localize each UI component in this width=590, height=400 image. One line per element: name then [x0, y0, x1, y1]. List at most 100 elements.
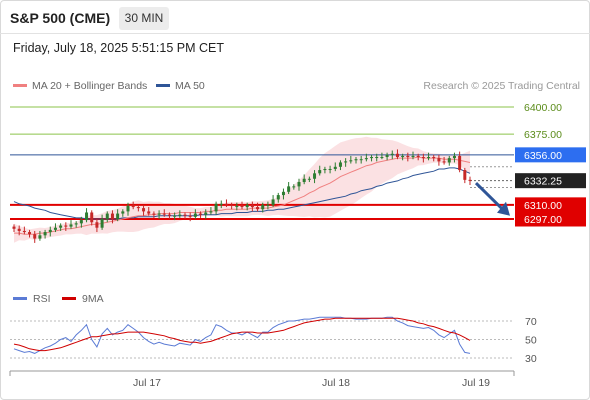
candle [328, 165, 332, 174]
candle-body [74, 223, 78, 225]
candle [463, 167, 467, 184]
candle-body [33, 234, 37, 239]
candle [235, 202, 239, 211]
ma50-swatch [156, 83, 170, 87]
timeframe-button[interactable]: 30 MIN [119, 7, 169, 30]
candle-body [463, 170, 467, 180]
candle [131, 201, 135, 210]
candle [188, 212, 192, 222]
candle-body [173, 215, 177, 217]
candle [173, 212, 177, 221]
candle-body [416, 155, 420, 158]
candle-body [131, 205, 135, 208]
candle [12, 224, 16, 233]
candle-body [85, 212, 89, 221]
candle [178, 210, 182, 218]
candle-body [162, 213, 166, 215]
candle [17, 225, 21, 236]
candle [199, 211, 203, 218]
last-label-bg [515, 173, 586, 189]
candle [395, 149, 399, 160]
candle [416, 153, 420, 161]
candle-body [79, 220, 83, 224]
candle-body [437, 158, 441, 162]
candle-body [17, 228, 21, 231]
candle-body [354, 159, 358, 161]
candle-body [69, 224, 73, 227]
legend-ma20: MA 20 + Bollinger Bands [13, 80, 147, 92]
candle [250, 201, 254, 212]
candle [338, 160, 342, 171]
candle-body [344, 161, 348, 163]
candle-body [240, 205, 244, 208]
candle-body [370, 157, 374, 159]
candle [287, 182, 291, 194]
candle [276, 192, 280, 203]
candle [437, 154, 441, 166]
arrow-head [497, 201, 510, 216]
candle-body [256, 207, 260, 210]
candle-body [193, 213, 197, 217]
candle-body [90, 212, 94, 223]
candle [209, 207, 213, 215]
candle-body [271, 199, 275, 205]
candle-body [261, 204, 265, 210]
candle [74, 221, 78, 228]
resistance-label: 6375.00 [524, 129, 562, 141]
candle [452, 152, 456, 163]
candle-body [328, 168, 332, 170]
candle [292, 184, 296, 190]
candle-body [48, 229, 52, 233]
candle-body [224, 203, 228, 205]
support-label-bg [515, 197, 586, 213]
candle-body [136, 207, 140, 209]
candle-body [323, 168, 327, 171]
candle [442, 157, 446, 165]
candle [323, 166, 327, 174]
candle [318, 165, 322, 176]
candle [349, 155, 353, 164]
candle-body [432, 157, 436, 159]
candle [28, 229, 32, 238]
candle [59, 223, 63, 231]
candle [313, 170, 317, 184]
candle-body [188, 215, 192, 217]
candle [219, 200, 223, 209]
rsi-legend-label: RSI [33, 293, 51, 305]
rsi-tick-label: 50 [525, 335, 537, 347]
candle [90, 210, 94, 226]
candle-body [121, 211, 125, 214]
candle-body [452, 155, 456, 159]
candle-body [468, 179, 472, 181]
candle [390, 150, 394, 160]
candle-body [116, 213, 120, 219]
candle [354, 157, 358, 164]
candle [380, 152, 384, 160]
candle [307, 176, 311, 183]
candle-body [447, 158, 451, 163]
candle-body [95, 222, 99, 228]
support-label: 6297.00 [524, 214, 562, 226]
candle [401, 153, 405, 161]
candle-body [183, 214, 187, 216]
ma50-line [13, 167, 471, 220]
candle-body [442, 161, 446, 163]
candle [364, 153, 368, 162]
candle [385, 152, 389, 161]
candle-body [64, 225, 68, 227]
candle-body [395, 153, 399, 158]
candle [157, 210, 161, 219]
candle [116, 209, 120, 222]
candle-body [287, 186, 291, 192]
datetime-label: Friday, July 18, 2025 5:51:15 PM CET [13, 41, 224, 55]
candle-body [178, 214, 182, 216]
candle-body [406, 155, 410, 158]
candle [85, 208, 89, 223]
candle [240, 201, 244, 210]
rsi-line [13, 316, 471, 354]
candle-body [152, 213, 156, 215]
candle-body [338, 162, 342, 167]
candle [427, 152, 431, 161]
pivot-label: 6356.00 [524, 150, 562, 162]
